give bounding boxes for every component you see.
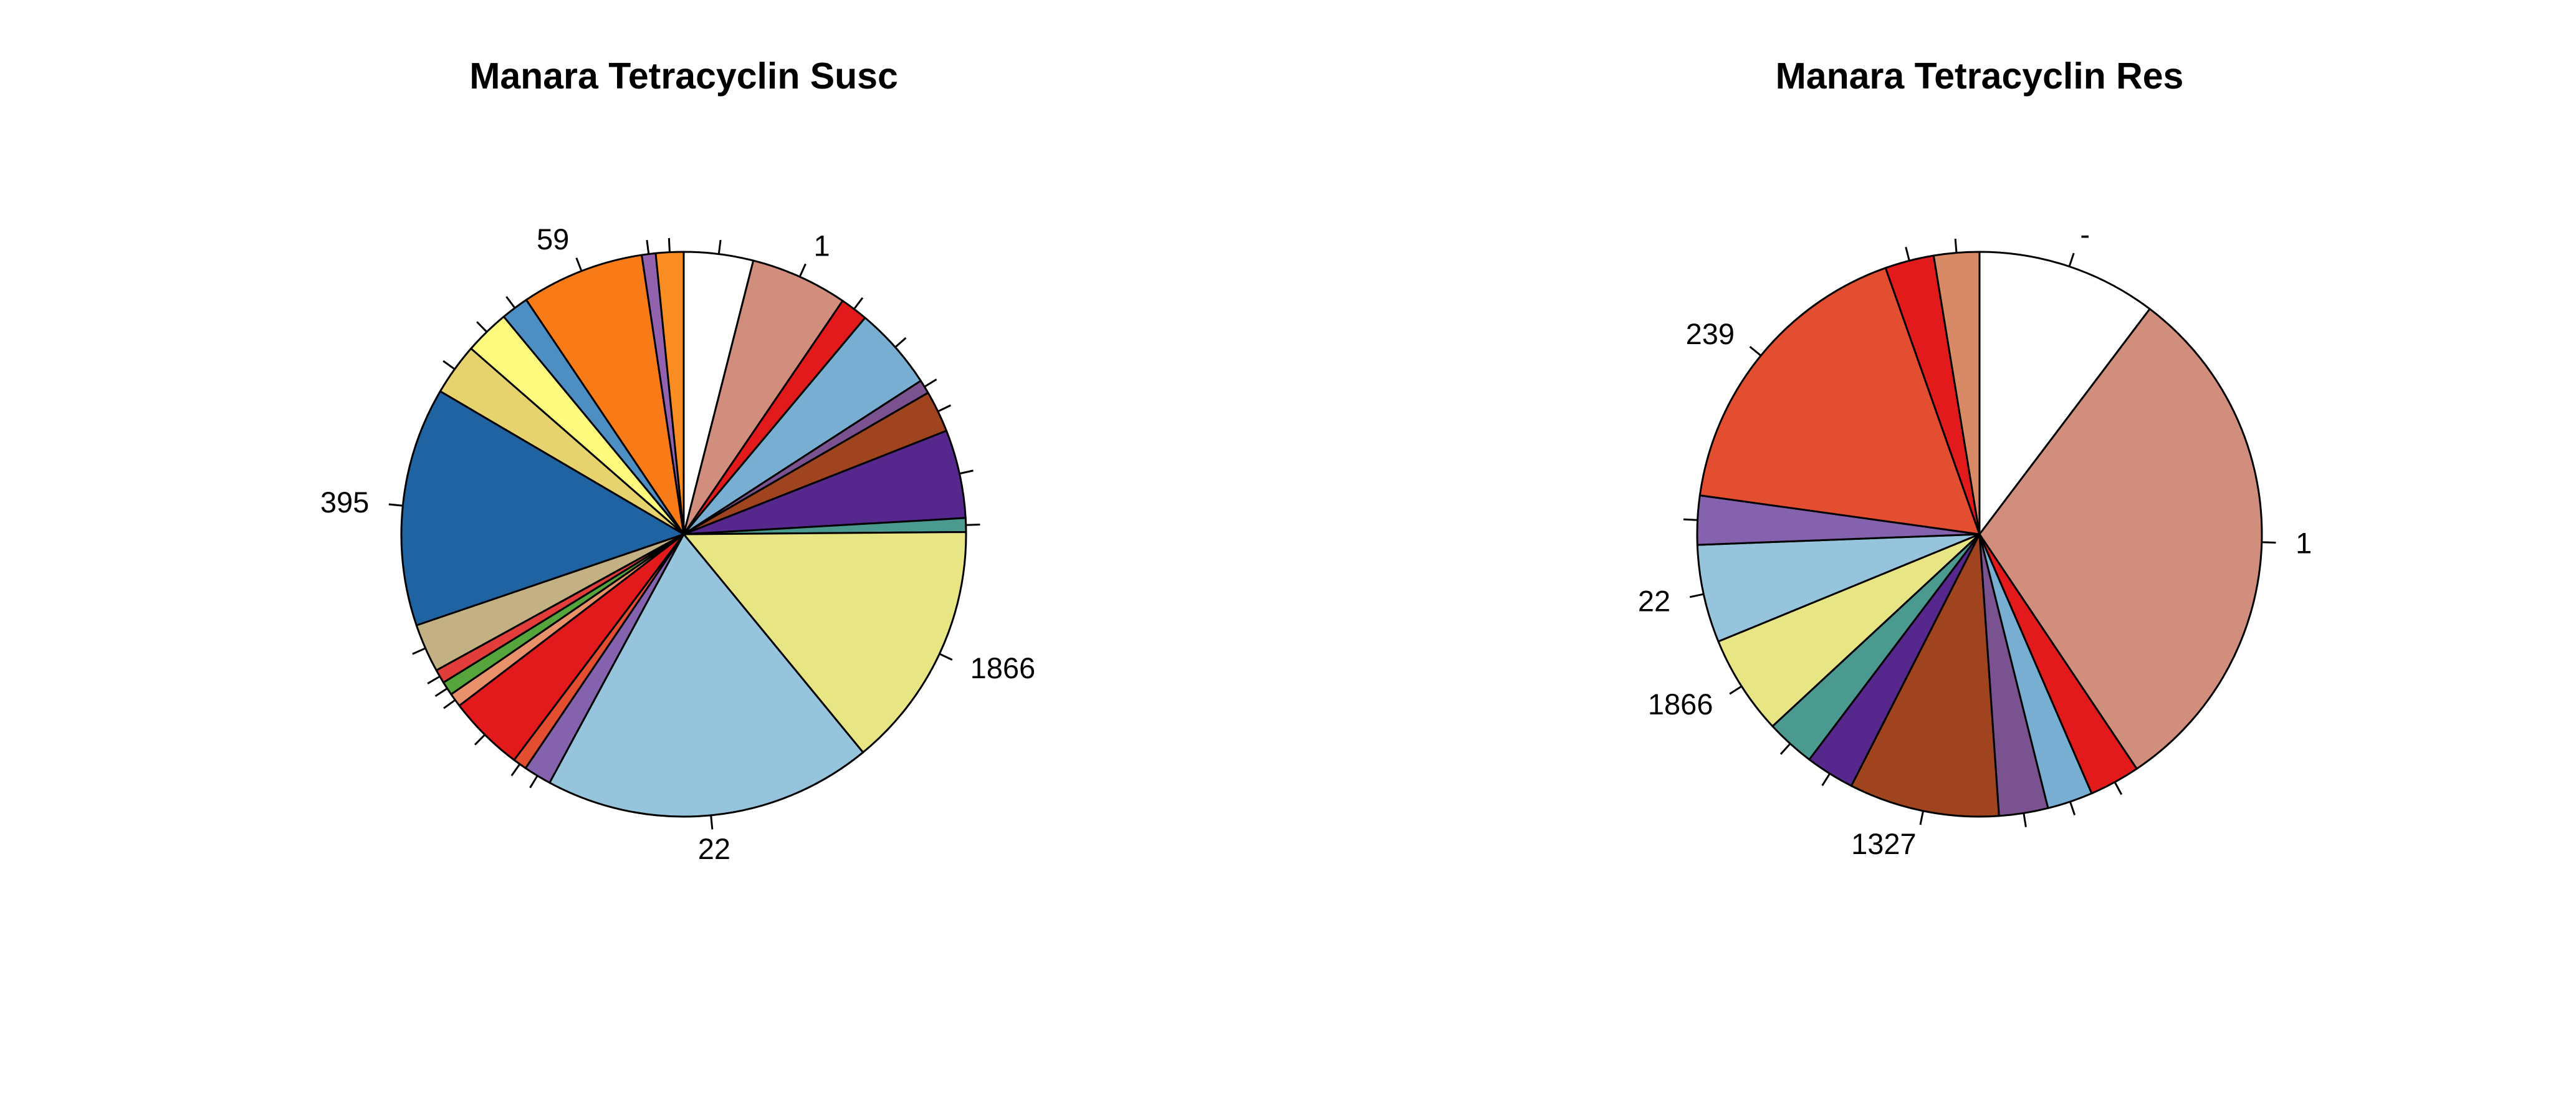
pie-label-tick [412, 647, 426, 655]
pie-label-tick [2261, 541, 2276, 544]
pie-label-tick [2023, 813, 2027, 828]
pie-label-ticks [1683, 238, 2276, 828]
pie-chart-susc: Manara Tetracyclin Susc 1 1866 22 395 59 [320, 55, 1035, 865]
pie-labels: 1 1866 22 395 59 [320, 223, 1035, 865]
pie-label-tick [939, 653, 953, 661]
pie-label-tick [476, 321, 488, 333]
pie-label-tick [2114, 781, 2123, 795]
pie-slice [682, 430, 967, 535]
pie-slice [1978, 251, 2151, 535]
pie-slice-label: 59 [537, 223, 569, 256]
pie-label-tick [427, 675, 441, 684]
pie-label-tick [894, 337, 907, 348]
pie-label-tick [2068, 252, 2075, 267]
pie-slice [682, 530, 967, 754]
pie-slice-label: 1 [2296, 526, 2312, 559]
pie-label-tick [1689, 593, 1704, 598]
pie-slice-label: 239 [1686, 317, 1735, 350]
pie-label-tick [924, 378, 937, 388]
pie-label-tick [388, 503, 403, 507]
pie-slices [400, 251, 967, 818]
pie-slice [1932, 251, 1981, 535]
chart-title: Manara Tetracyclin Res [1776, 55, 2184, 97]
pie-slice-label: 395 [320, 486, 369, 519]
pie-chart-res: Manara Tetracyclin Res - 1 1327 1866 22 239 [1638, 55, 2312, 860]
pie-slice-label: 1327 [1851, 827, 1917, 860]
pie-label-tick [443, 699, 456, 709]
pie-label-tick [529, 775, 539, 789]
pie-label-tick [717, 239, 722, 254]
pie-slice-label: 1 [813, 229, 830, 262]
pie-slice-label: 22 [698, 832, 730, 865]
chart-title: Manara Tetracyclin Susc [469, 55, 898, 97]
pie-label-tick [2069, 801, 2076, 815]
pie-slice-label: - [2080, 218, 2090, 251]
pie-label-tick [474, 734, 486, 746]
pie-slice [1978, 308, 2263, 770]
pie-label-tick [798, 263, 807, 277]
pie-slice [682, 259, 844, 535]
pie-label-tick [1954, 238, 1958, 253]
pie-label-tick [1905, 246, 1910, 261]
pie-label-tick [1919, 810, 1924, 825]
pie-slice-label: 1866 [1648, 688, 1713, 721]
pie-label-tick [710, 815, 714, 830]
pie-label-ticks [388, 238, 980, 830]
pie-label-tick [510, 763, 521, 777]
pie-slices [1696, 251, 2263, 818]
pie-label-tick [434, 688, 448, 697]
pie-label-tick [1779, 743, 1791, 755]
pie-label-tick [1821, 773, 1831, 786]
pie-slice [548, 533, 864, 818]
pie-label-tick [1729, 685, 1743, 695]
pie-slice-label: 1866 [970, 651, 1036, 684]
pie-label-tick [1749, 345, 1762, 357]
pie-label-tick [853, 297, 864, 310]
pie-label-tick [937, 404, 951, 413]
pie-slice [1717, 533, 1981, 727]
pie-slice [1696, 533, 1981, 643]
pie-label-tick [965, 523, 980, 526]
pie-label-tick [646, 239, 650, 254]
pie-slice [654, 251, 685, 535]
pie-label-tick [575, 257, 583, 272]
pie-label-tick [959, 469, 974, 475]
pie-slice-label: 22 [1638, 585, 1670, 618]
pie-label-tick [443, 360, 456, 370]
pie-label-tick [1683, 518, 1698, 521]
pie-labels: - 1 1327 1866 22 239 [1638, 218, 2312, 860]
pie-label-tick [505, 295, 516, 309]
